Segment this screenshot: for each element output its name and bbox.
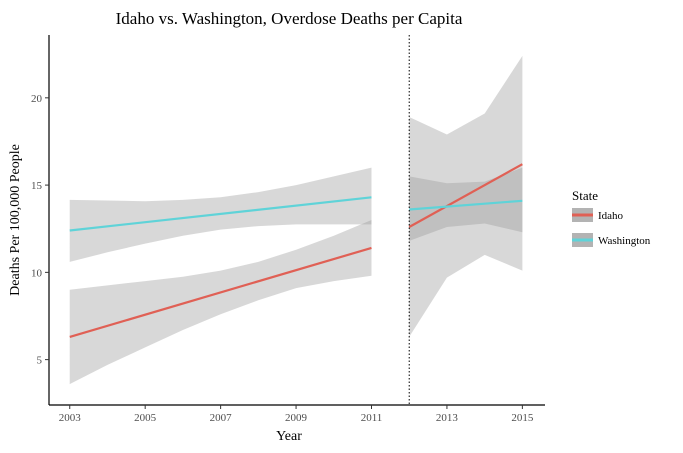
x-tick-label: 2013 [436, 412, 459, 424]
x-tick-label: 2005 [134, 412, 157, 424]
trend-line-washington-pre [69, 196, 372, 232]
confidence-bands [69, 55, 523, 385]
ci-band-idaho-pre [69, 220, 372, 385]
x-tick-label: 2003 [59, 412, 82, 424]
x-axis-title: Year [276, 429, 302, 444]
y-ticks: 5 10 15 20 [31, 93, 49, 367]
y-tick-label: 5 [37, 355, 43, 367]
legend-title: State [572, 188, 598, 203]
y-tick-label: 10 [31, 267, 43, 279]
y-tick-label: 15 [31, 180, 43, 192]
x-tick-label: 2009 [285, 412, 308, 424]
trend-line-washington-post [409, 199, 523, 211]
x-tick-label: 2007 [210, 412, 233, 424]
legend-label-washington: Washington [598, 235, 651, 247]
y-axis-title: Deaths Per 100,000 People [8, 144, 23, 296]
y-tick-label: 20 [31, 93, 43, 105]
trend-line-idaho-pre [69, 246, 372, 338]
axes [48, 35, 545, 406]
series-lines [69, 163, 523, 338]
legend-item-washington: Washington [572, 233, 651, 247]
legend-item-idaho: Idaho [572, 208, 624, 222]
legend-label-idaho: Idaho [598, 210, 624, 222]
x-tick-label: 2015 [511, 412, 534, 424]
x-ticks: 2003 2005 2007 2009 2011 2013 2015 [59, 405, 534, 424]
trend-line-idaho-post [408, 163, 523, 228]
chart-title: Idaho vs. Washington, Overdose Deaths pe… [116, 9, 463, 28]
x-tick-label: 2011 [361, 412, 383, 424]
legend: State Idaho Washington [572, 188, 651, 247]
